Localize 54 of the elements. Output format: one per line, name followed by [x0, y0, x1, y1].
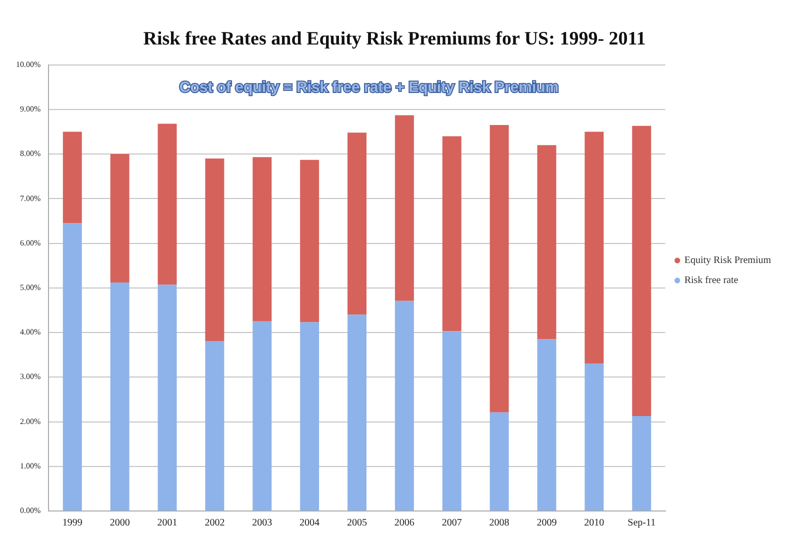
- x-tick-label: 1999: [62, 518, 82, 529]
- bar: [62, 132, 82, 224]
- bar: [252, 321, 272, 510]
- y-tick-label: 5.00%: [20, 282, 41, 292]
- bar: [205, 341, 224, 510]
- y-tick-label: 0.00%: [20, 506, 41, 516]
- bar: [537, 339, 556, 510]
- x-tick-label: Sep-11: [628, 518, 656, 529]
- bar: [348, 132, 366, 315]
- bar: [584, 364, 604, 510]
- y-tick-label: 3.00%: [20, 372, 41, 382]
- y-tick-label: 8.00%: [20, 149, 41, 158]
- x-tick-label: 2001: [157, 518, 178, 529]
- y-tick-label: 1.00%: [20, 461, 41, 470]
- y-tick-label: 7.00%: [20, 194, 41, 203]
- bar: [490, 125, 509, 412]
- bar: [632, 416, 652, 510]
- annotation: Cost of equity = Risk free rate + Equity Risk Premium: [179, 78, 559, 96]
- bar: [490, 412, 509, 510]
- bar: [300, 160, 320, 322]
- y-tick-label: 4.00%: [20, 328, 41, 337]
- bar: [348, 314, 366, 510]
- bar: [442, 136, 462, 332]
- x-tick-label: 2006: [394, 518, 414, 529]
- bar: [62, 223, 82, 510]
- bar: [158, 284, 177, 510]
- x-tick-label: 2005: [346, 518, 367, 529]
- bar: [584, 132, 604, 364]
- bar: [110, 282, 130, 510]
- y-tick-label: 10.00%: [16, 60, 41, 69]
- bar: [205, 158, 224, 341]
- bar: [394, 300, 414, 510]
- bar: [252, 157, 272, 322]
- bar: [158, 124, 177, 285]
- x-tick-label: 2010: [584, 518, 604, 529]
- bar: [300, 322, 320, 510]
- x-tick-label: 2009: [536, 518, 557, 529]
- y-tick-label: 2.00%: [20, 416, 41, 426]
- bar: [632, 126, 652, 416]
- x-tick-label: 2004: [300, 518, 320, 529]
- x-tick-label: 2003: [252, 518, 272, 529]
- x-tick-label: 2008: [489, 518, 510, 529]
- chart-title: Risk free Rates and Equity Risk Premiums for US: 1999- 2011: [143, 28, 646, 50]
- bar: [110, 154, 130, 283]
- bar: [537, 145, 556, 340]
- y-tick-label: 9.00%: [20, 104, 41, 114]
- x-tick-label: 2007: [442, 518, 462, 529]
- x-tick-label: 2000: [110, 518, 130, 529]
- legend-label: Equity Risk Premium: [684, 255, 772, 266]
- bar: [394, 115, 414, 301]
- bar: [442, 331, 462, 510]
- legend-label: Risk free rate: [684, 275, 739, 286]
- x-tick-label: 2002: [204, 518, 225, 529]
- y-tick-label: 6.00%: [20, 238, 41, 248]
